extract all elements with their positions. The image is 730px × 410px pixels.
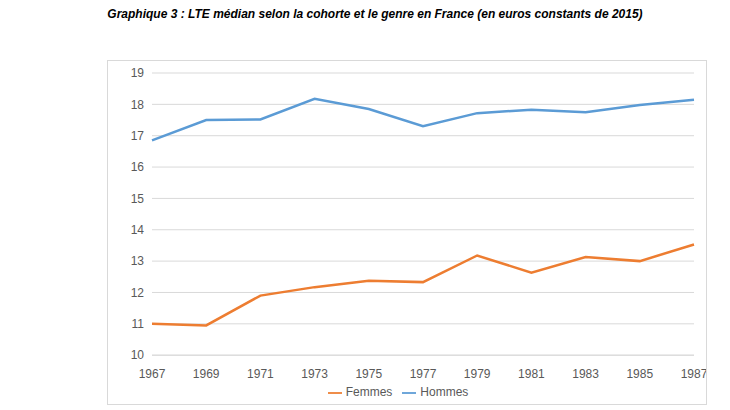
- svg-text:17: 17: [131, 129, 145, 143]
- svg-text:1971: 1971: [247, 367, 274, 381]
- svg-text:1983: 1983: [572, 367, 599, 381]
- svg-text:1979: 1979: [464, 367, 491, 381]
- svg-text:15: 15: [131, 192, 145, 206]
- svg-text:14: 14: [131, 223, 145, 237]
- svg-text:12: 12: [131, 286, 145, 300]
- svg-text:1981: 1981: [518, 367, 545, 381]
- svg-text:19: 19: [131, 66, 145, 80]
- svg-text:1987: 1987: [681, 367, 706, 381]
- svg-text:1975: 1975: [355, 367, 382, 381]
- html-text:Graphique 3 : LTE médian selon: Graphique 3 : LTE médian selon la cohort…: [107, 7, 643, 21]
- svg-text:10: 10: [131, 348, 145, 362]
- svg-text:1977: 1977: [410, 367, 437, 381]
- html-text:Hommes: Hommes: [420, 385, 469, 400]
- svg-text:1967: 1967: [139, 367, 166, 381]
- svg-text:11: 11: [132, 317, 145, 331]
- svg-text:1985: 1985: [626, 367, 653, 381]
- svg-text:16: 16: [131, 160, 145, 174]
- svg-text:1973: 1973: [301, 367, 328, 381]
- svg-text:13: 13: [131, 254, 145, 268]
- html-text:Femmes: Femmes: [345, 385, 393, 400]
- svg-text:18: 18: [131, 98, 145, 112]
- svg-text:1969: 1969: [193, 367, 220, 381]
